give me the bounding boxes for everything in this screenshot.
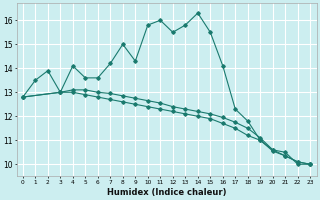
X-axis label: Humidex (Indice chaleur): Humidex (Indice chaleur) xyxy=(107,188,226,197)
